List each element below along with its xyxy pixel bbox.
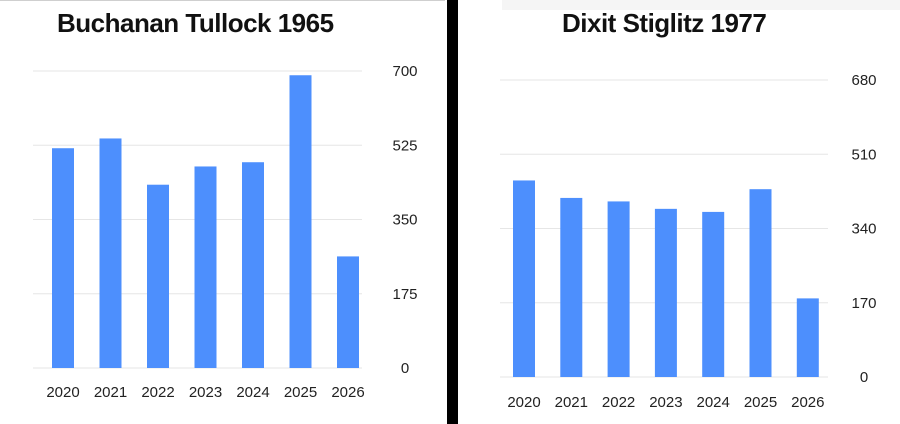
- y-tick-label: 170: [851, 295, 876, 312]
- x-tick-label: 2025: [744, 394, 777, 411]
- bar: [289, 75, 312, 368]
- x-tick-label: 2021: [555, 394, 588, 411]
- y-tick-label: 510: [851, 146, 876, 163]
- bar: [242, 162, 264, 368]
- x-tick-label: 2024: [236, 384, 269, 401]
- y-tick-label: 350: [392, 212, 417, 229]
- x-tick-label: 2025: [284, 384, 317, 401]
- x-tick-label: 2023: [649, 394, 682, 411]
- bar: [194, 166, 217, 368]
- y-tick-label: 680: [851, 72, 876, 89]
- bar: [654, 208, 677, 377]
- y-tick-label: 175: [392, 286, 417, 303]
- x-tick-label: 2026: [791, 394, 824, 411]
- bar: [99, 138, 122, 368]
- x-tick-label: 2020: [46, 384, 79, 401]
- bar: [749, 189, 772, 377]
- y-tick-label: 0: [860, 369, 868, 386]
- chart-panel-right: Dixit Stiglitz 1977 0 170 340 510 680 2020 202…: [458, 0, 900, 424]
- chart-panel-left: Buchanan Tullock 1965 0 175 350 525 700 2020 2…: [0, 0, 447, 424]
- panel-divider: [447, 0, 458, 424]
- x-tick-label: 2023: [189, 384, 222, 401]
- bar: [337, 256, 359, 368]
- x-tick-label: 2021: [94, 384, 127, 401]
- x-tick-label: 2022: [141, 384, 174, 401]
- bar: [147, 184, 169, 368]
- x-axis: 2020 2021 2022 2023 2024 2025 2026: [507, 394, 824, 411]
- y-axis: 0 175 350 525 700: [392, 63, 417, 377]
- y-tick-label: 700: [392, 63, 417, 80]
- bars: [52, 75, 359, 368]
- bar: [560, 197, 583, 377]
- x-tick-label: 2024: [697, 394, 730, 411]
- panel-top-border: [502, 0, 900, 10]
- x-axis: 2020 2021 2022 2023 2024 2025 2026: [46, 384, 364, 401]
- bar: [52, 148, 74, 368]
- chart-title: Dixit Stiglitz 1977: [562, 8, 767, 38]
- bar: [796, 298, 819, 377]
- y-tick-label: 525: [392, 137, 417, 154]
- bar: [607, 201, 630, 377]
- bars: [513, 180, 819, 377]
- y-tick-label: 340: [851, 221, 876, 238]
- y-axis: 0 170 340 510 680: [851, 72, 876, 386]
- panel-top-border: [0, 0, 445, 1]
- x-tick-label: 2022: [602, 394, 635, 411]
- chart-title: Buchanan Tullock 1965: [57, 8, 334, 38]
- bar: [702, 211, 725, 377]
- y-tick-label: 0: [401, 360, 409, 377]
- bar: [513, 180, 535, 377]
- x-tick-label: 2026: [331, 384, 364, 401]
- x-tick-label: 2020: [507, 394, 540, 411]
